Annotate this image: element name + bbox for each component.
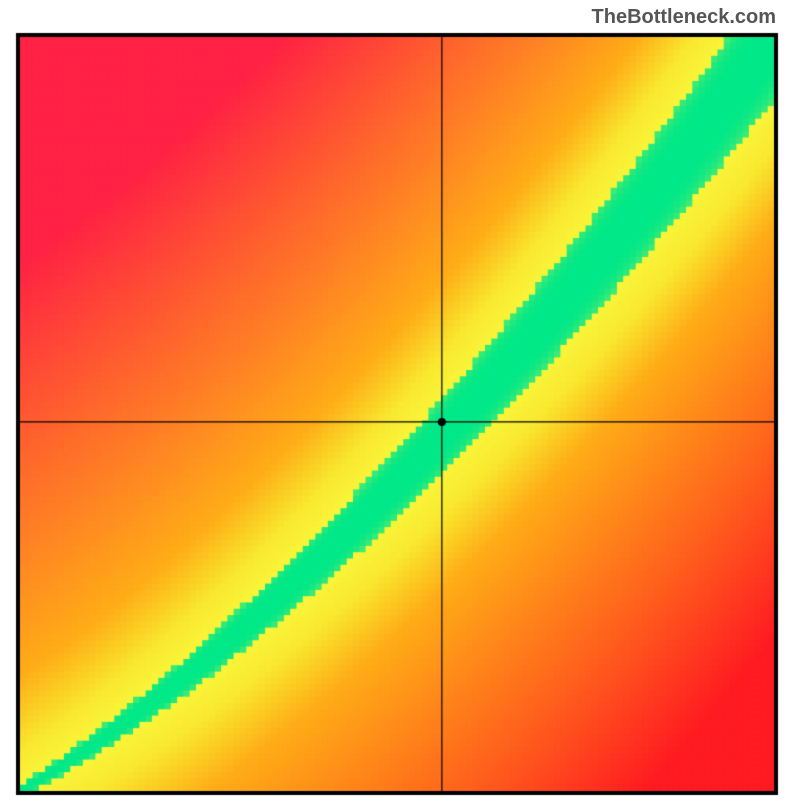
attribution-text: TheBottleneck.com (592, 6, 776, 29)
chart-container: TheBottleneck.com (0, 0, 800, 800)
bottleneck-heatmap (0, 0, 800, 800)
